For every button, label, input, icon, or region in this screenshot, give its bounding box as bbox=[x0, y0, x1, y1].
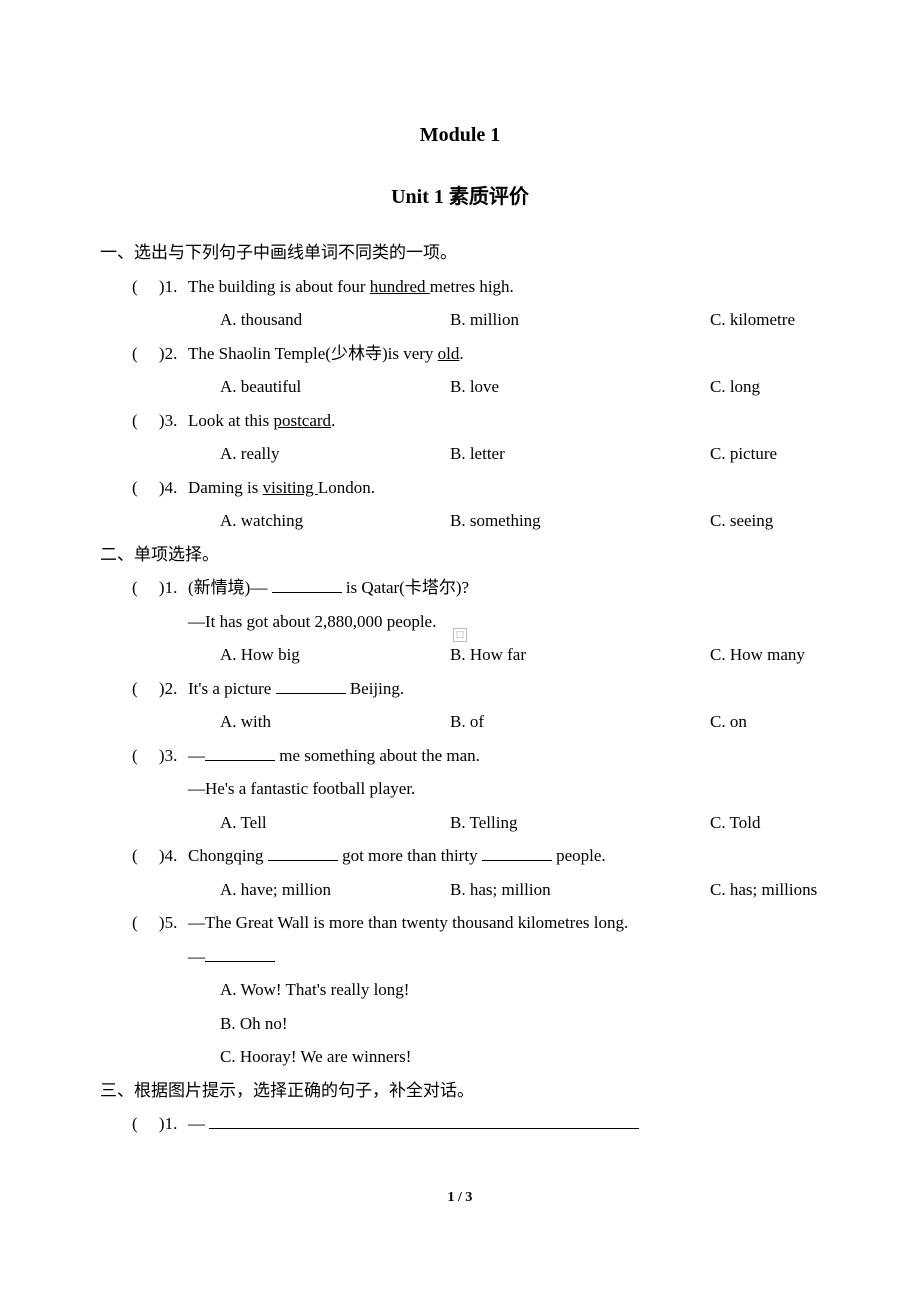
answer-paren[interactable]: ( )1. bbox=[132, 1111, 188, 1137]
option-a[interactable]: A. How big bbox=[220, 642, 450, 668]
option-c[interactable]: C. long bbox=[710, 374, 820, 400]
option-c[interactable]: C. has; millions bbox=[710, 877, 820, 903]
option-b[interactable]: B. Telling bbox=[450, 810, 710, 836]
s1-q4-options: A. watching B. something C. seeing bbox=[100, 508, 820, 534]
option-c[interactable]: C. Told bbox=[710, 810, 820, 836]
s2-q5: ( )5. —The Great Wall is more than twent… bbox=[100, 910, 820, 936]
option-c[interactable]: C. Hooray! We are winners! bbox=[100, 1044, 820, 1070]
module-title: Module 1 bbox=[100, 120, 820, 150]
option-a[interactable]: A. Tell bbox=[220, 810, 450, 836]
option-c[interactable]: C. seeing bbox=[710, 508, 820, 534]
question-text: (新情境)— is Qatar(卡塔尔)? bbox=[188, 575, 820, 601]
answer-paren[interactable]: ( )1. bbox=[132, 274, 188, 300]
question-text: The Shaolin Temple(少林寺)is very old. bbox=[188, 341, 820, 367]
watermark-icon: 口 bbox=[453, 628, 467, 642]
option-c[interactable]: C. picture bbox=[710, 441, 820, 467]
s1-q3-options: A. really B. letter C. picture bbox=[100, 441, 820, 467]
answer-paren[interactable]: ( )4. bbox=[132, 475, 188, 501]
option-a[interactable]: A. with bbox=[220, 709, 450, 735]
answer-paren[interactable]: ( )3. bbox=[132, 743, 188, 769]
option-a[interactable]: A. really bbox=[220, 441, 450, 467]
question-text: — bbox=[188, 1111, 820, 1137]
unit-title: Unit 1 素质评价 bbox=[100, 182, 820, 212]
question-text: The building is about four hundred metre… bbox=[188, 274, 820, 300]
option-b[interactable]: B. How far bbox=[450, 642, 710, 668]
option-a[interactable]: A. beautiful bbox=[220, 374, 450, 400]
fill-blank[interactable] bbox=[205, 744, 275, 761]
fill-blank[interactable] bbox=[205, 945, 275, 962]
s1-q2: ( )2. The Shaolin Temple(少林寺)is very old… bbox=[100, 341, 820, 367]
underlined-word: old bbox=[438, 344, 460, 363]
option-a[interactable]: A. have; million bbox=[220, 877, 450, 903]
fill-blank-long[interactable] bbox=[209, 1112, 639, 1129]
question-text: Look at this postcard. bbox=[188, 408, 820, 434]
section-1-header: 一、选出与下列句子中画线单词不同类的一项。 bbox=[100, 240, 820, 266]
option-a[interactable]: A. Wow! That's really long! bbox=[100, 977, 820, 1003]
option-c[interactable]: C. kilometre bbox=[710, 307, 820, 333]
option-b[interactable]: B. has; million bbox=[450, 877, 710, 903]
option-b[interactable]: B. letter bbox=[450, 441, 710, 467]
fill-blank[interactable] bbox=[276, 677, 346, 694]
answer-paren[interactable]: ( )4. bbox=[132, 843, 188, 869]
option-c[interactable]: C. on bbox=[710, 709, 820, 735]
s1-q3: ( )3. Look at this postcard. bbox=[100, 408, 820, 434]
s2-q5-line2: — bbox=[100, 944, 820, 970]
fill-blank[interactable] bbox=[268, 844, 338, 861]
underlined-word: hundred bbox=[370, 277, 430, 296]
option-b[interactable]: B. Oh no! bbox=[100, 1011, 820, 1037]
s2-q1: ( )1. (新情境)— is Qatar(卡塔尔)? bbox=[100, 575, 820, 601]
option-b[interactable]: B. million bbox=[450, 307, 710, 333]
section-3-header: 三、根据图片提示，选择正确的句子，补全对话。 bbox=[100, 1078, 820, 1104]
answer-paren[interactable]: ( )2. bbox=[132, 676, 188, 702]
s2-q3-line2: —He's a fantastic football player. bbox=[100, 776, 820, 802]
s1-q1-options: A. thousand B. million C. kilometre bbox=[100, 307, 820, 333]
question-text: — me something about the man. bbox=[188, 743, 820, 769]
answer-paren[interactable]: ( )3. bbox=[132, 408, 188, 434]
s2-q2: ( )2. It's a picture Beijing. bbox=[100, 676, 820, 702]
option-a[interactable]: A. thousand bbox=[220, 307, 450, 333]
option-b[interactable]: B. love bbox=[450, 374, 710, 400]
s3-q1: ( )1. — bbox=[100, 1111, 820, 1137]
option-a[interactable]: A. watching bbox=[220, 508, 450, 534]
fill-blank[interactable] bbox=[482, 844, 552, 861]
option-b[interactable]: B. something bbox=[450, 508, 710, 534]
s2-q4: ( )4. Chongqing got more than thirty peo… bbox=[100, 843, 820, 869]
s1-q4: ( )4. Daming is visiting London. bbox=[100, 475, 820, 501]
underlined-word: visiting bbox=[263, 478, 318, 497]
answer-paren[interactable]: ( )1. bbox=[132, 575, 188, 601]
fill-blank[interactable] bbox=[272, 576, 342, 593]
underlined-word: postcard bbox=[273, 411, 331, 430]
page-number: 1 / 3 bbox=[100, 1187, 820, 1208]
question-text: Daming is visiting London. bbox=[188, 475, 820, 501]
question-text: —The Great Wall is more than twenty thou… bbox=[188, 910, 820, 936]
s1-q2-options: A. beautiful B. love C. long bbox=[100, 374, 820, 400]
option-b[interactable]: B. of bbox=[450, 709, 710, 735]
s1-q1: ( )1. The building is about four hundred… bbox=[100, 274, 820, 300]
section-2-header: 二、单项选择。 bbox=[100, 542, 820, 568]
s2-q2-options: A. with B. of C. on bbox=[100, 709, 820, 735]
answer-paren[interactable]: ( )2. bbox=[132, 341, 188, 367]
option-c[interactable]: C. How many bbox=[710, 642, 820, 668]
s2-q4-options: A. have; million B. has; million C. has;… bbox=[100, 877, 820, 903]
question-text: It's a picture Beijing. bbox=[188, 676, 820, 702]
s2-q3: ( )3. — me something about the man. bbox=[100, 743, 820, 769]
answer-paren[interactable]: ( )5. bbox=[132, 910, 188, 936]
s2-q3-options: A. Tell B. Telling C. Told bbox=[100, 810, 820, 836]
s2-q1-options: A. How big B. How far C. How many bbox=[100, 642, 820, 668]
question-text: Chongqing got more than thirty people. bbox=[188, 843, 820, 869]
